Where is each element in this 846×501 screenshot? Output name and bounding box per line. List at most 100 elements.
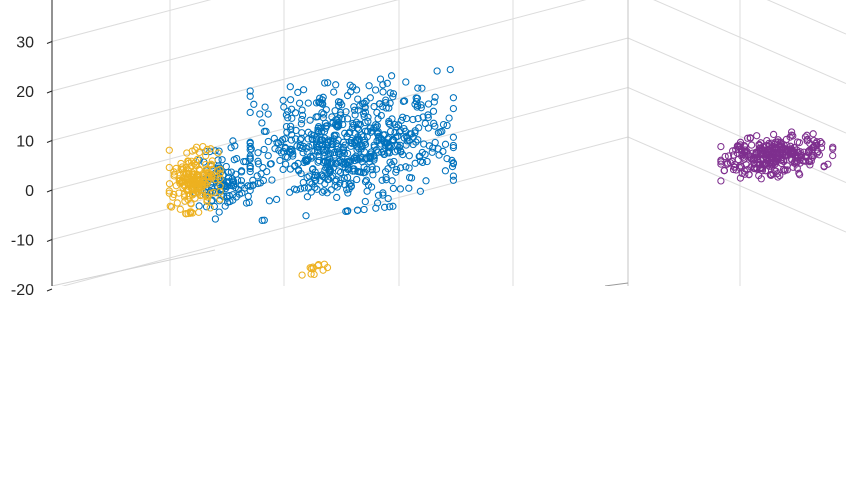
scatter-point-series-1 <box>435 151 443 159</box>
scatter-point-series-1 <box>446 65 454 74</box>
scatter-point-series-1 <box>380 203 389 211</box>
scatter-point-series-1 <box>402 78 410 86</box>
scatter-point-series-1 <box>336 179 344 188</box>
scatter-point-series-2 <box>192 157 200 166</box>
scatter-point-series-1 <box>282 122 291 131</box>
scatter-point-series-1 <box>411 129 419 137</box>
scatter-point-series-1 <box>344 189 352 197</box>
scatter-point-series-1 <box>441 167 450 175</box>
scatter-point-series-2 <box>195 208 203 216</box>
floor-edge <box>604 282 629 286</box>
scatter-point-series-1 <box>294 166 303 174</box>
scatter-point-series-1 <box>351 129 359 137</box>
scatter-point-series-1 <box>405 184 413 192</box>
scatter-point-series-1 <box>291 135 300 143</box>
scatter-point-series-1 <box>405 164 413 172</box>
scatter-point-series-1 <box>383 79 391 87</box>
scatter-point-series-3 <box>745 171 753 179</box>
scatter-point-series-1 <box>319 172 327 181</box>
scatter-point-series-3 <box>732 166 740 174</box>
scatter-point-series-1 <box>361 197 369 206</box>
scatter-point-series-1 <box>344 207 352 215</box>
grid-line <box>61 136 629 286</box>
scatter-point-series-1 <box>340 158 348 166</box>
scatter-point-series-1 <box>318 188 327 196</box>
scatter-point-series-2 <box>170 190 178 199</box>
scatter-point-series-1 <box>343 115 352 123</box>
scatter-point-series-2 <box>180 190 188 198</box>
scatter-point-series-1 <box>279 96 287 104</box>
scatter-point-series-3 <box>761 160 769 168</box>
scatter-point-series-1 <box>254 157 262 165</box>
z-tick-label: 10 <box>16 134 34 151</box>
scatter-point-series-3 <box>747 163 755 171</box>
scatter-point-series-2 <box>203 196 211 204</box>
scatter-point-series-3 <box>729 151 738 159</box>
scatter-point-series-2 <box>203 193 211 201</box>
scatter-point-series-1 <box>222 178 231 186</box>
scatter-point-series-1 <box>324 164 332 172</box>
scatter-point-series-1 <box>210 202 219 211</box>
scatter-point-series-1 <box>246 164 254 173</box>
scatter-point-series-1 <box>360 110 368 118</box>
scatter-point-series-1 <box>390 157 398 166</box>
scatter-point-series-1 <box>387 72 396 80</box>
scatter-point-series-3 <box>783 166 791 174</box>
scatter-point-series-2 <box>199 191 207 199</box>
scatter-point-series-1 <box>349 83 357 91</box>
scatter-point-series-1 <box>345 180 353 188</box>
scatter-point-series-1 <box>247 145 255 153</box>
scatter-point-series-2 <box>176 205 184 213</box>
scatter-point-series-1 <box>299 86 308 94</box>
scatter-point-series-1 <box>353 206 362 214</box>
scatter-point-series-1 <box>221 202 229 210</box>
scatter-point-series-1 <box>373 199 382 207</box>
scatter-point-series-1 <box>202 203 211 211</box>
scatter-point-series-1 <box>256 110 264 118</box>
scatter-point-series-1 <box>326 168 334 177</box>
grid-line <box>766 0 846 35</box>
scatter-point-series-1 <box>337 159 345 167</box>
scatter-point-series-1 <box>402 132 410 140</box>
scatter-point-series-2 <box>184 166 192 174</box>
scatter-point-series-2 <box>184 182 193 190</box>
scatter-point-series-1 <box>298 115 306 124</box>
scatter-point-series-1 <box>354 106 362 114</box>
scatter-point-series-2 <box>216 169 224 177</box>
z-tick-label: -20 <box>11 282 34 299</box>
scatter-point-series-1 <box>418 158 427 167</box>
scatter-point-series-3 <box>810 151 818 160</box>
scatter-point-series-2 <box>182 186 191 194</box>
scatter-point-series-2 <box>175 175 183 183</box>
scatter-point-series-1 <box>369 171 377 179</box>
scatter-point-series-1 <box>439 120 448 129</box>
scatter-point-series-1 <box>286 188 294 196</box>
scatter-point-series-2 <box>202 152 210 160</box>
scatter-point-series-1 <box>327 159 336 167</box>
scatter-point-series-3 <box>809 143 817 152</box>
scatter-point-series-1 <box>389 184 398 193</box>
scatter-point-series-2 <box>216 195 224 203</box>
scatter-point-series-3 <box>724 152 733 160</box>
scatter-point-series-1 <box>311 176 320 185</box>
scatter-point-series-3 <box>820 162 828 170</box>
scatter-point-series-1 <box>286 122 295 130</box>
scatter-point-series-1 <box>424 100 433 108</box>
scatter-point-series-2 <box>298 271 306 279</box>
scatter-point-series-3 <box>793 146 801 154</box>
scatter-point-series-1 <box>339 146 348 154</box>
z-tick-mark <box>46 41 53 44</box>
scatter-point-series-1 <box>312 143 320 151</box>
scatter-point-series-1 <box>254 179 262 188</box>
scatter-point-series-1 <box>326 155 334 163</box>
scatter-point-series-1 <box>227 181 236 190</box>
scatter-point-series-3 <box>806 161 814 169</box>
scatter-point-series-1 <box>315 152 323 161</box>
scatter-point-series-1 <box>342 108 350 116</box>
scatter-point-series-1 <box>286 145 294 153</box>
scatter-point-series-1 <box>215 147 223 155</box>
scatter-point-series-1 <box>449 141 458 150</box>
scatter-point-series-1 <box>307 130 315 139</box>
scatter-point-series-2 <box>165 163 173 172</box>
scatter-point-series-3 <box>790 143 798 152</box>
